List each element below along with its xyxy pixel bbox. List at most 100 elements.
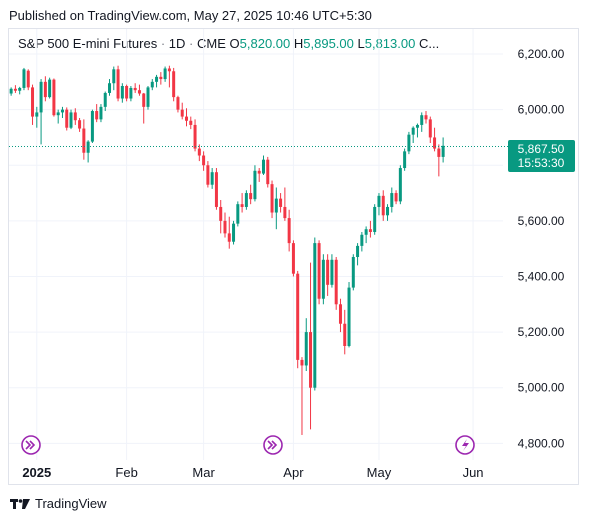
legend-open-label: O (229, 36, 240, 51)
candle-body (232, 223, 236, 242)
candle-body (283, 206, 287, 219)
candle-body (172, 71, 176, 98)
candle-body (90, 111, 94, 142)
candle-body (31, 87, 35, 117)
candle-body (108, 83, 112, 93)
candle-body (424, 115, 428, 120)
candle-body (120, 86, 124, 99)
candle-body (261, 159, 265, 174)
candle-body (9, 88, 13, 94)
candle-body (377, 195, 381, 207)
x-tick-label: 2025 (22, 465, 51, 480)
candle-body (13, 88, 17, 91)
candle-body (22, 69, 26, 88)
candle-body (253, 170, 257, 200)
candle-body (330, 259, 334, 285)
candle-body (411, 127, 415, 135)
y-tick-label: 6,200.00 (518, 47, 565, 61)
candle-body (189, 120, 193, 125)
legend-close-label: C... (418, 36, 440, 51)
lightning-icon (462, 439, 469, 451)
candle-body (65, 109, 69, 128)
chart-frame (8, 28, 579, 485)
candle-body (313, 243, 317, 388)
candle-body (133, 87, 137, 91)
candle-body (223, 220, 227, 234)
candle-body (137, 90, 141, 94)
candle-body (398, 168, 402, 202)
event-lightning-icon[interactable] (455, 435, 475, 455)
candle-body (420, 115, 424, 125)
legend-open-value: 5,820.00 (239, 36, 291, 51)
candle-body (60, 109, 64, 113)
double-arrow-icon (25, 440, 36, 450)
candle-body (227, 233, 231, 242)
candle-body (386, 206, 390, 216)
candle-body (356, 245, 360, 258)
y-axis: 6,200.006,000.005,800.005,600.005,400.00… (518, 47, 565, 450)
candle-body (368, 229, 372, 232)
candle-body (197, 148, 201, 156)
grid-lines (9, 29, 503, 460)
candle-body (86, 141, 90, 153)
event-double-arrow-icon[interactable] (263, 435, 283, 455)
legend-separator: · (160, 36, 169, 51)
candle-body (433, 137, 437, 149)
price-tag: 5,867.50 15:53:30 (508, 140, 575, 172)
price-tag-countdown: 15:53:30 (518, 156, 565, 170)
candle-body (95, 111, 99, 120)
candle-body (279, 198, 283, 207)
double-arrow-icon (267, 440, 278, 450)
legend-low-value: 5,813.00 (364, 36, 416, 51)
candle-body (26, 70, 30, 88)
candle-body (18, 87, 22, 91)
y-tick-label: 5,600.00 (518, 214, 565, 228)
candle-body (150, 81, 154, 88)
candle-body (163, 68, 167, 80)
candle-body (249, 193, 253, 200)
candle-body (274, 198, 278, 213)
candle-body (73, 112, 77, 121)
candle-body (116, 69, 120, 99)
candle-body (437, 148, 441, 157)
candle-body (296, 273, 300, 360)
y-tick-label: 5,400.00 (518, 269, 565, 283)
candle-body (78, 120, 82, 129)
candle-body (334, 259, 338, 305)
candle-body (167, 68, 171, 72)
candle-body (219, 206, 223, 221)
candle-body (210, 172, 214, 185)
candle-body (52, 79, 56, 116)
candle-body (270, 184, 274, 213)
candle-body (202, 155, 206, 166)
candle-body (103, 92, 107, 107)
x-tick-label: Jun (463, 465, 484, 480)
legend-symbol: S&P 500 E-mini Futures (18, 36, 158, 51)
candle-body (364, 229, 368, 235)
legend-exchange: CME (197, 36, 226, 51)
candle-body (35, 112, 39, 117)
footer-brand: TradingView (35, 496, 107, 511)
candle-body (236, 204, 240, 224)
candle-body (266, 159, 270, 185)
candle-body (309, 332, 313, 388)
legend-separator: · (189, 36, 197, 51)
y-tick-label: 6,000.00 (518, 103, 565, 117)
event-double-arrow-icon[interactable] (21, 435, 41, 455)
candle-body (193, 124, 197, 149)
candle-body (112, 69, 116, 84)
tradingview-logo-icon (10, 498, 30, 509)
candle-body (326, 259, 330, 285)
chart-legend: S&P 500 E-mini Futures · 1D · CME O5,820… (18, 36, 439, 51)
candle-body (287, 218, 291, 244)
candle-body (244, 193, 248, 207)
candle-body (159, 76, 163, 80)
candle-body (125, 86, 129, 99)
x-tick-label: May (367, 465, 392, 480)
candle-body (321, 259, 325, 299)
candle-body (99, 106, 103, 120)
x-tick-label: Mar (192, 465, 215, 480)
candle-body (347, 287, 351, 346)
candle-body (56, 112, 60, 116)
